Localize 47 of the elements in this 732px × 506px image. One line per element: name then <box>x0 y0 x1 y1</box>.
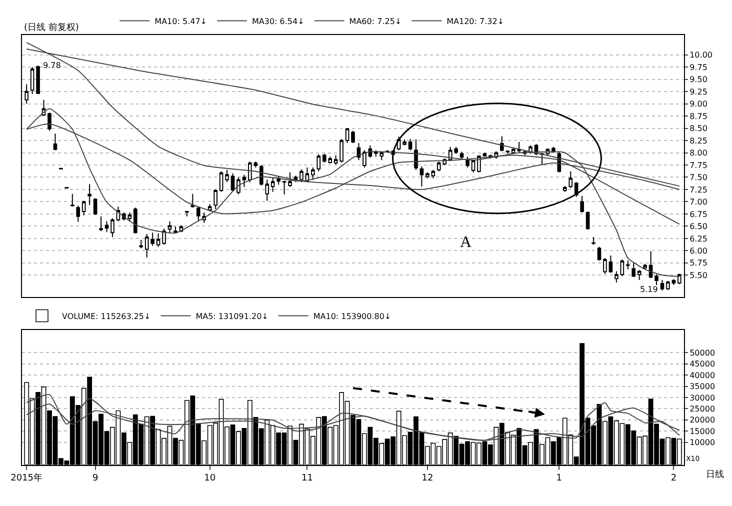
y-tick-label: 45000 <box>690 360 716 369</box>
x-tick-label: 10 <box>204 474 216 484</box>
y-tick-label: 6.25 <box>690 234 708 244</box>
legend-label: MA120: 7.32↓ <box>446 16 504 26</box>
legend-label: MA10: 5.47↓ <box>154 16 207 26</box>
y-tick-label: 5.50 <box>690 270 708 280</box>
y-tick-label: 7.75 <box>690 160 708 170</box>
legend-label: MA30: 6.54↓ <box>252 16 304 26</box>
y-tick-label: 10000 <box>690 438 716 448</box>
y-tick-label: 35000 <box>690 382 716 392</box>
legend-label: MA5: 131091.20↓ <box>196 312 268 321</box>
y-tick-label: 40000 <box>690 370 716 380</box>
y-tick-label: 20000 <box>690 416 716 425</box>
y-tick-label: 6.50 <box>690 222 708 231</box>
y-tick-label: 8.00 <box>690 148 708 158</box>
text: 日线 <box>706 469 724 480</box>
y-tick-label: 25000 <box>690 404 716 414</box>
y-tick-label: 15000 <box>690 426 716 436</box>
y-tick-label: 8.50 <box>690 124 708 134</box>
x-tick-label: 9 <box>92 474 98 484</box>
legend-label: MA10: 153900.80↓ <box>313 312 392 321</box>
y-tick-label: 9.00 <box>690 100 708 109</box>
y-tick-label: 7.50 <box>690 173 708 182</box>
x-tick-label: 11 <box>301 474 313 484</box>
y-tick-label: 9.75 <box>690 62 708 72</box>
x-tick-label: 2015年 <box>10 472 43 484</box>
y-tick-label: 8.75 <box>690 112 708 121</box>
annotation: 9.78 <box>43 61 61 70</box>
x-tick-label: 1 <box>556 474 562 484</box>
y-tick-label: 6.75 <box>690 210 708 219</box>
annotation: 5.19 <box>640 285 658 294</box>
x-tick-label: 2 <box>670 474 677 484</box>
chart-title: (日线 前复权) <box>24 22 79 33</box>
y-tick-label: 6.00 <box>690 246 708 256</box>
y-tick-label: 7.00 <box>690 198 708 207</box>
y-tick-label: 9.50 <box>690 75 708 84</box>
legend-label: MA60: 7.25↓ <box>349 16 402 26</box>
legend-label: VOLUME: 115263.25↓ <box>62 312 151 321</box>
y-tick-label: 9.25 <box>690 87 708 96</box>
annotation: A <box>460 234 472 251</box>
y-tick-label: 10.00 <box>690 50 713 60</box>
y-tick-label: 8.25 <box>690 136 708 146</box>
y-tick-label: 5.75 <box>690 258 708 268</box>
x-tick-label: 12 <box>422 474 434 484</box>
y-tick-label: 7.25 <box>690 185 708 194</box>
y-tick-label: 50000 <box>690 348 716 358</box>
y-tick-label: 30000 <box>690 393 716 402</box>
